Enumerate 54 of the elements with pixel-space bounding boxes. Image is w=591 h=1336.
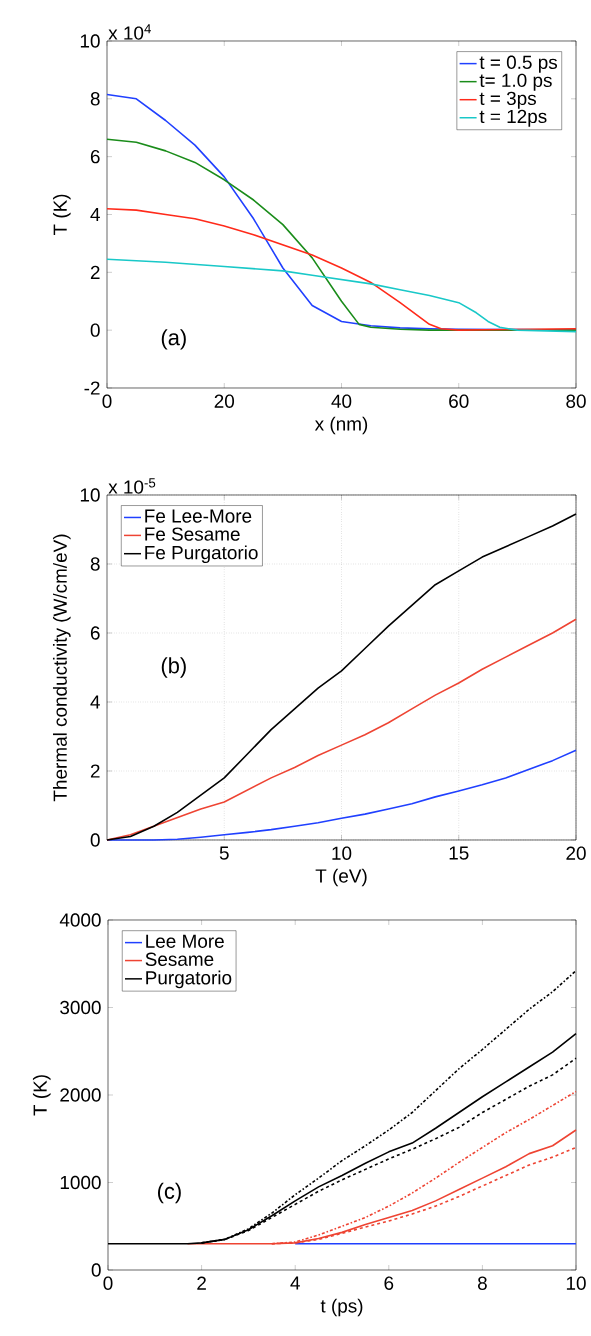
- y-tick-label: 1000: [60, 1175, 101, 1190]
- y-tick-label: 8: [90, 92, 100, 106]
- legend-label: t = 12ps: [479, 109, 547, 127]
- x-tick-label: 80: [566, 394, 586, 408]
- x-tick-label: 60: [449, 394, 469, 408]
- y-tick-label: 2: [90, 265, 100, 279]
- x-tick-label: 8: [477, 1276, 487, 1290]
- legend-label: Purgatorio: [146, 970, 232, 989]
- legend-label: t = 3ps: [479, 91, 536, 109]
- x-tick-label: 20: [566, 846, 586, 860]
- y-tick-label: 2000: [60, 1088, 101, 1102]
- y-tick-label: 0: [90, 323, 100, 337]
- y-tick-label: -2: [84, 381, 100, 395]
- text: x 10$^{-5}$: [108, 478, 156, 494]
- legend-label: Fe Purgatorio: [145, 545, 258, 564]
- x-tick-label: 5: [219, 846, 229, 860]
- x-tick-label: 10: [566, 1276, 586, 1290]
- y-tick-label: 6: [90, 626, 100, 640]
- legend-label: Sesame: [145, 952, 214, 966]
- y-tick-label: 4000: [59, 913, 101, 927]
- y-tick-label: 4: [90, 207, 100, 221]
- legend-label: Fe Sesame: [145, 527, 240, 541]
- x-tick-label: 6: [384, 1276, 394, 1290]
- y-axis-title: T (K): [52, 194, 71, 236]
- y-tick-label: 0: [91, 1263, 101, 1277]
- y-tick-label: 8: [90, 557, 100, 571]
- x-tick-label: 0: [102, 394, 112, 408]
- x-tick-label: 15: [449, 846, 469, 860]
- y-axis-title: T (K): [32, 1075, 51, 1116]
- x-axis-title: x (nm): [314, 416, 368, 435]
- x-tick-label: 2: [197, 1276, 206, 1290]
- y-tick-label: 4: [90, 695, 100, 709]
- x-tick-label: 40: [331, 394, 352, 408]
- y-tick-label: 10: [80, 488, 100, 502]
- x-tick-label: 10: [332, 846, 352, 860]
- x-axis-title: t (ps): [320, 1298, 363, 1317]
- y-tick-label: 10: [80, 34, 100, 48]
- annotation: (a): [161, 329, 186, 350]
- legend-label: t = 0.5 ps: [479, 55, 558, 73]
- y-tick-label: 6: [90, 149, 100, 164]
- y-tick-label: 0: [90, 833, 100, 847]
- legend-label: Lee More: [146, 934, 224, 948]
- y-tick-label: 3000: [60, 1000, 101, 1015]
- annotation: (c): [157, 1182, 181, 1204]
- y-tick-label: 2: [90, 764, 100, 778]
- x-tick-label: 0: [103, 1276, 113, 1290]
- legend-label: Fe Lee-More: [145, 509, 252, 523]
- legend-label: t= 1.0 ps: [479, 73, 552, 91]
- annotation: (b): [161, 657, 186, 678]
- x-axis-title: T (eV): [315, 868, 367, 887]
- text: x 10$^{4}$: [108, 24, 151, 40]
- x-tick-label: 20: [214, 394, 235, 408]
- y-axis-title: Thermal conductivity (W/cm/eV): [52, 534, 71, 802]
- x-tick-label: 4: [290, 1276, 300, 1290]
